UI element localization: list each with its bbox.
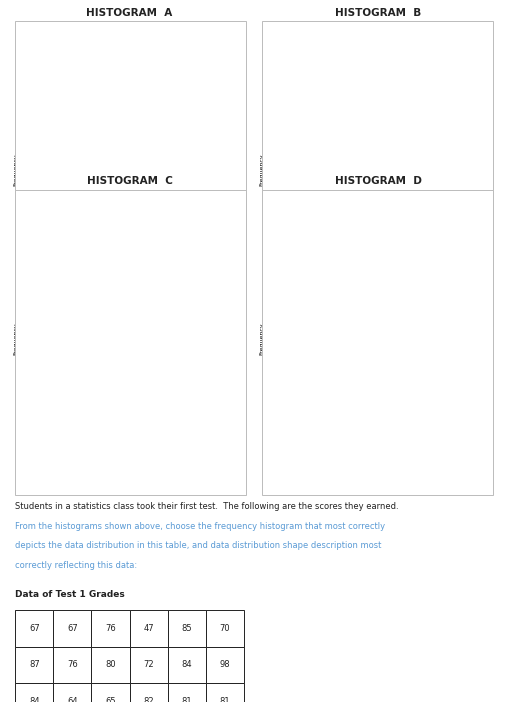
Text: HISTOGRAM  C: HISTOGRAM C	[86, 176, 173, 186]
Text: correctly reflecting this data:: correctly reflecting this data:	[15, 561, 137, 570]
Text: Data of Test 1 Grades: Data of Test 1 Grades	[15, 590, 125, 600]
Text: 87: 87	[29, 661, 40, 669]
Text: 80: 80	[105, 661, 116, 669]
Text: 85: 85	[181, 624, 192, 633]
Text: 67: 67	[29, 624, 40, 633]
Y-axis label: Frequency: Frequency	[13, 154, 18, 186]
Text: 84: 84	[29, 697, 40, 702]
Bar	[354, 192, 383, 303]
Bar	[172, 81, 201, 303]
Bar	[107, 192, 136, 303]
Text: 76: 76	[67, 661, 78, 669]
Bar	[354, 338, 383, 472]
Text: Students in a statistics class took their first test.  The following are the sco: Students in a statistics class took thei…	[15, 502, 399, 511]
Title: Statistics Test 1 Grades: Statistics Test 1 Grades	[93, 27, 183, 36]
Bar	[172, 249, 201, 472]
Text: 76: 76	[105, 624, 116, 633]
Text: HISTOGRAM  B: HISTOGRAM B	[335, 8, 422, 18]
Text: 81: 81	[181, 697, 192, 702]
Bar	[139, 405, 169, 472]
Text: depicts the data distribution in this table, and data distribution shape descrip: depicts the data distribution in this ta…	[15, 541, 382, 550]
Text: 82: 82	[143, 697, 154, 702]
Bar	[42, 282, 71, 303]
Y-axis label: Frequency: Frequency	[260, 154, 265, 186]
Y-axis label: Frequency: Frequency	[260, 322, 265, 355]
Bar	[418, 450, 448, 472]
Text: HISTOGRAM  A: HISTOGRAM A	[86, 8, 173, 18]
Text: 84: 84	[181, 661, 192, 669]
Y-axis label: Frequency: Frequency	[13, 322, 18, 355]
X-axis label: Grade Interval: Grade Interval	[361, 483, 407, 489]
Bar	[386, 249, 415, 472]
Bar	[42, 450, 71, 472]
Title: Statistics Test 1 Grades: Statistics Test 1 Grades	[339, 27, 429, 36]
Text: 65: 65	[105, 697, 116, 702]
Bar	[321, 383, 350, 472]
X-axis label: Grade Interval: Grade Interval	[115, 483, 161, 489]
Bar	[321, 215, 350, 303]
Text: 67: 67	[67, 624, 78, 633]
Text: 98: 98	[219, 661, 230, 669]
Text: 64: 64	[67, 697, 78, 702]
Bar	[289, 450, 318, 472]
Bar	[289, 282, 318, 303]
Text: 47: 47	[143, 624, 154, 633]
Title: Statistics Test 1 Grades: Statistics Test 1 Grades	[339, 195, 429, 204]
Text: HISTOGRAM  D: HISTOGRAM D	[335, 176, 422, 186]
X-axis label: Grade Interval: Grade Interval	[361, 314, 407, 320]
Bar	[107, 450, 136, 472]
Text: 72: 72	[143, 661, 154, 669]
Bar	[386, 58, 415, 303]
Bar	[418, 282, 448, 303]
Text: 81: 81	[219, 697, 230, 702]
Text: From the histograms shown above, choose the frequency histogram that most correc: From the histograms shown above, choose …	[15, 522, 386, 531]
X-axis label: Grade Interval: Grade Interval	[115, 314, 161, 320]
Bar	[204, 450, 233, 472]
Title: Statistics Test 1 Grades: Statistics Test 1 Grades	[93, 195, 183, 204]
Text: 70: 70	[219, 624, 230, 633]
Bar	[204, 282, 233, 303]
